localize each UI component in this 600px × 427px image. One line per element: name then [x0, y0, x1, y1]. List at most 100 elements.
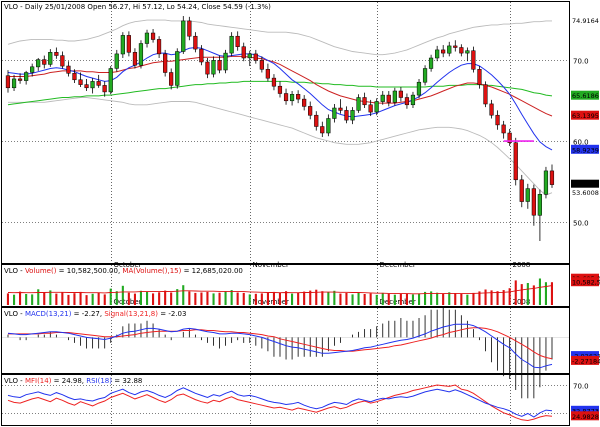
candle-body-28 — [175, 51, 180, 86]
volume-bar-45 — [278, 292, 281, 305]
x-tick-label-price-1: November — [253, 261, 290, 269]
volume-bar-61 — [375, 294, 378, 305]
macd-badge-bg-0 — [571, 351, 599, 361]
candle-body-18 — [114, 53, 119, 69]
candle-body-29 — [181, 20, 186, 52]
volume-bar-6 — [43, 292, 46, 305]
candle-body-61 — [374, 101, 379, 113]
candle-body-30 — [187, 20, 192, 37]
candle-body-62 — [380, 94, 385, 102]
volume-bar-4 — [31, 294, 34, 305]
volume-bar-17 — [109, 288, 112, 305]
mfi-y-tick-label-0: 70.0 — [573, 383, 589, 391]
mfi-label: MFI(14) — [25, 377, 52, 385]
volume-bar-24 — [152, 293, 155, 305]
volume-bar-50 — [309, 290, 312, 305]
candle-body-65 — [398, 90, 403, 98]
volume-bar-57 — [351, 294, 354, 305]
volume-bar-65 — [399, 293, 402, 305]
price-y-tick-label-0: 70.0 — [573, 58, 589, 66]
rsi-label: RSI(18) — [86, 377, 112, 385]
macd-badge-bg-1 — [571, 355, 599, 365]
price-panel — [1, 1, 570, 264]
volume-bar-49 — [303, 291, 306, 305]
volume-bar-84 — [514, 280, 517, 305]
candle-body-89 — [543, 170, 549, 195]
volume-bar-44 — [272, 291, 275, 305]
candle-body-33 — [205, 61, 210, 75]
volume-bar-70 — [430, 291, 433, 305]
volume-bar-35 — [218, 292, 221, 305]
volume-bar-33 — [206, 291, 209, 305]
candle-body-36 — [223, 52, 228, 71]
volume-bar-29 — [182, 285, 185, 305]
mfi-line — [7, 384, 553, 422]
volume-ma-value: = 12,685,020.00 — [181, 267, 243, 275]
volume-bar-79 — [484, 289, 487, 305]
mfi-badge-bg-0 — [571, 405, 599, 415]
volume-bar-60 — [369, 293, 372, 305]
ma-mid-line — [8, 55, 553, 117]
volume-bar-74 — [454, 293, 457, 305]
candle-body-64 — [392, 90, 397, 103]
macd-signal-line — [8, 327, 553, 360]
candle-body-15 — [96, 81, 101, 86]
volume-bar-19 — [121, 285, 124, 305]
candle-body-85 — [519, 179, 524, 202]
volume-bar-40 — [248, 294, 251, 305]
candle-body-19 — [120, 35, 125, 55]
candle-body-52 — [320, 126, 325, 134]
volume-bar-23 — [146, 291, 149, 305]
price-y-tick-label-1: 60.0 — [573, 139, 589, 147]
volume-bar-86 — [526, 283, 529, 305]
volume-bar-69 — [424, 291, 427, 305]
price-badge-text-4: 54.59 — [572, 181, 591, 189]
price-y-tick-label-2: 50.0 — [573, 220, 589, 228]
candle-body-58 — [356, 97, 361, 111]
volume-bar-1 — [13, 294, 16, 305]
volume-bar-26 — [164, 290, 167, 305]
candle-body-70 — [428, 57, 434, 69]
volume-bar-67 — [411, 294, 414, 305]
volume-bar-41 — [254, 293, 257, 305]
volume-bar-47 — [291, 293, 294, 305]
macd-header: VLO - MACD(13,21) = -2.27, Signal(13,21,… — [4, 310, 186, 318]
candle-body-80 — [489, 103, 494, 116]
candle-body-24 — [150, 32, 156, 40]
volume-bar-36 — [224, 291, 227, 305]
candle-body-39 — [241, 46, 246, 59]
candle-body-0 — [5, 75, 11, 89]
volume-bar-37 — [230, 290, 233, 305]
price-badge-text-5: 53.6008 — [572, 189, 599, 197]
candle-body-32 — [199, 48, 204, 63]
candle-body-14 — [90, 81, 95, 89]
candle-body-37 — [229, 35, 234, 54]
mfi-header: VLO - MFI(14) = 24.98, RSI(18) = 32.88 — [4, 377, 142, 385]
candle-body-21 — [132, 52, 138, 66]
volume-bar-59 — [363, 294, 366, 305]
volume-bar-7 — [49, 290, 52, 305]
volume-header: VLO - Volume() = 10,582,500.00, MA(Volum… — [4, 267, 243, 275]
volume-bar-90 — [550, 282, 553, 305]
candle-body-7 — [48, 52, 53, 65]
volume-bar-39 — [242, 292, 245, 305]
x-tick-label-price-2: December — [380, 261, 416, 269]
candle-body-3 — [24, 72, 29, 81]
candle-body-44 — [271, 77, 277, 87]
candle-body-87 — [531, 188, 536, 216]
candle-body-90 — [549, 170, 555, 185]
volume-bar-75 — [460, 294, 463, 305]
macd-label: MACD(13,21) — [25, 310, 72, 318]
candle-body-88 — [537, 194, 542, 216]
candle-body-48 — [296, 94, 301, 100]
candle-body-59 — [362, 97, 367, 106]
volume-bar-89 — [544, 282, 547, 305]
price-badge-bg-1 — [571, 90, 599, 100]
candle-body-66 — [404, 97, 410, 106]
mfi-value: = 24.98, — [51, 377, 86, 385]
price-header: VLO - Daily 25/01/2008 Open 56.27, Hi 57… — [4, 3, 271, 11]
candle-body-82 — [501, 124, 506, 134]
candle-body-12 — [78, 79, 83, 85]
volume-prefix: VLO - — [4, 267, 25, 275]
candle-body-4 — [30, 66, 35, 73]
